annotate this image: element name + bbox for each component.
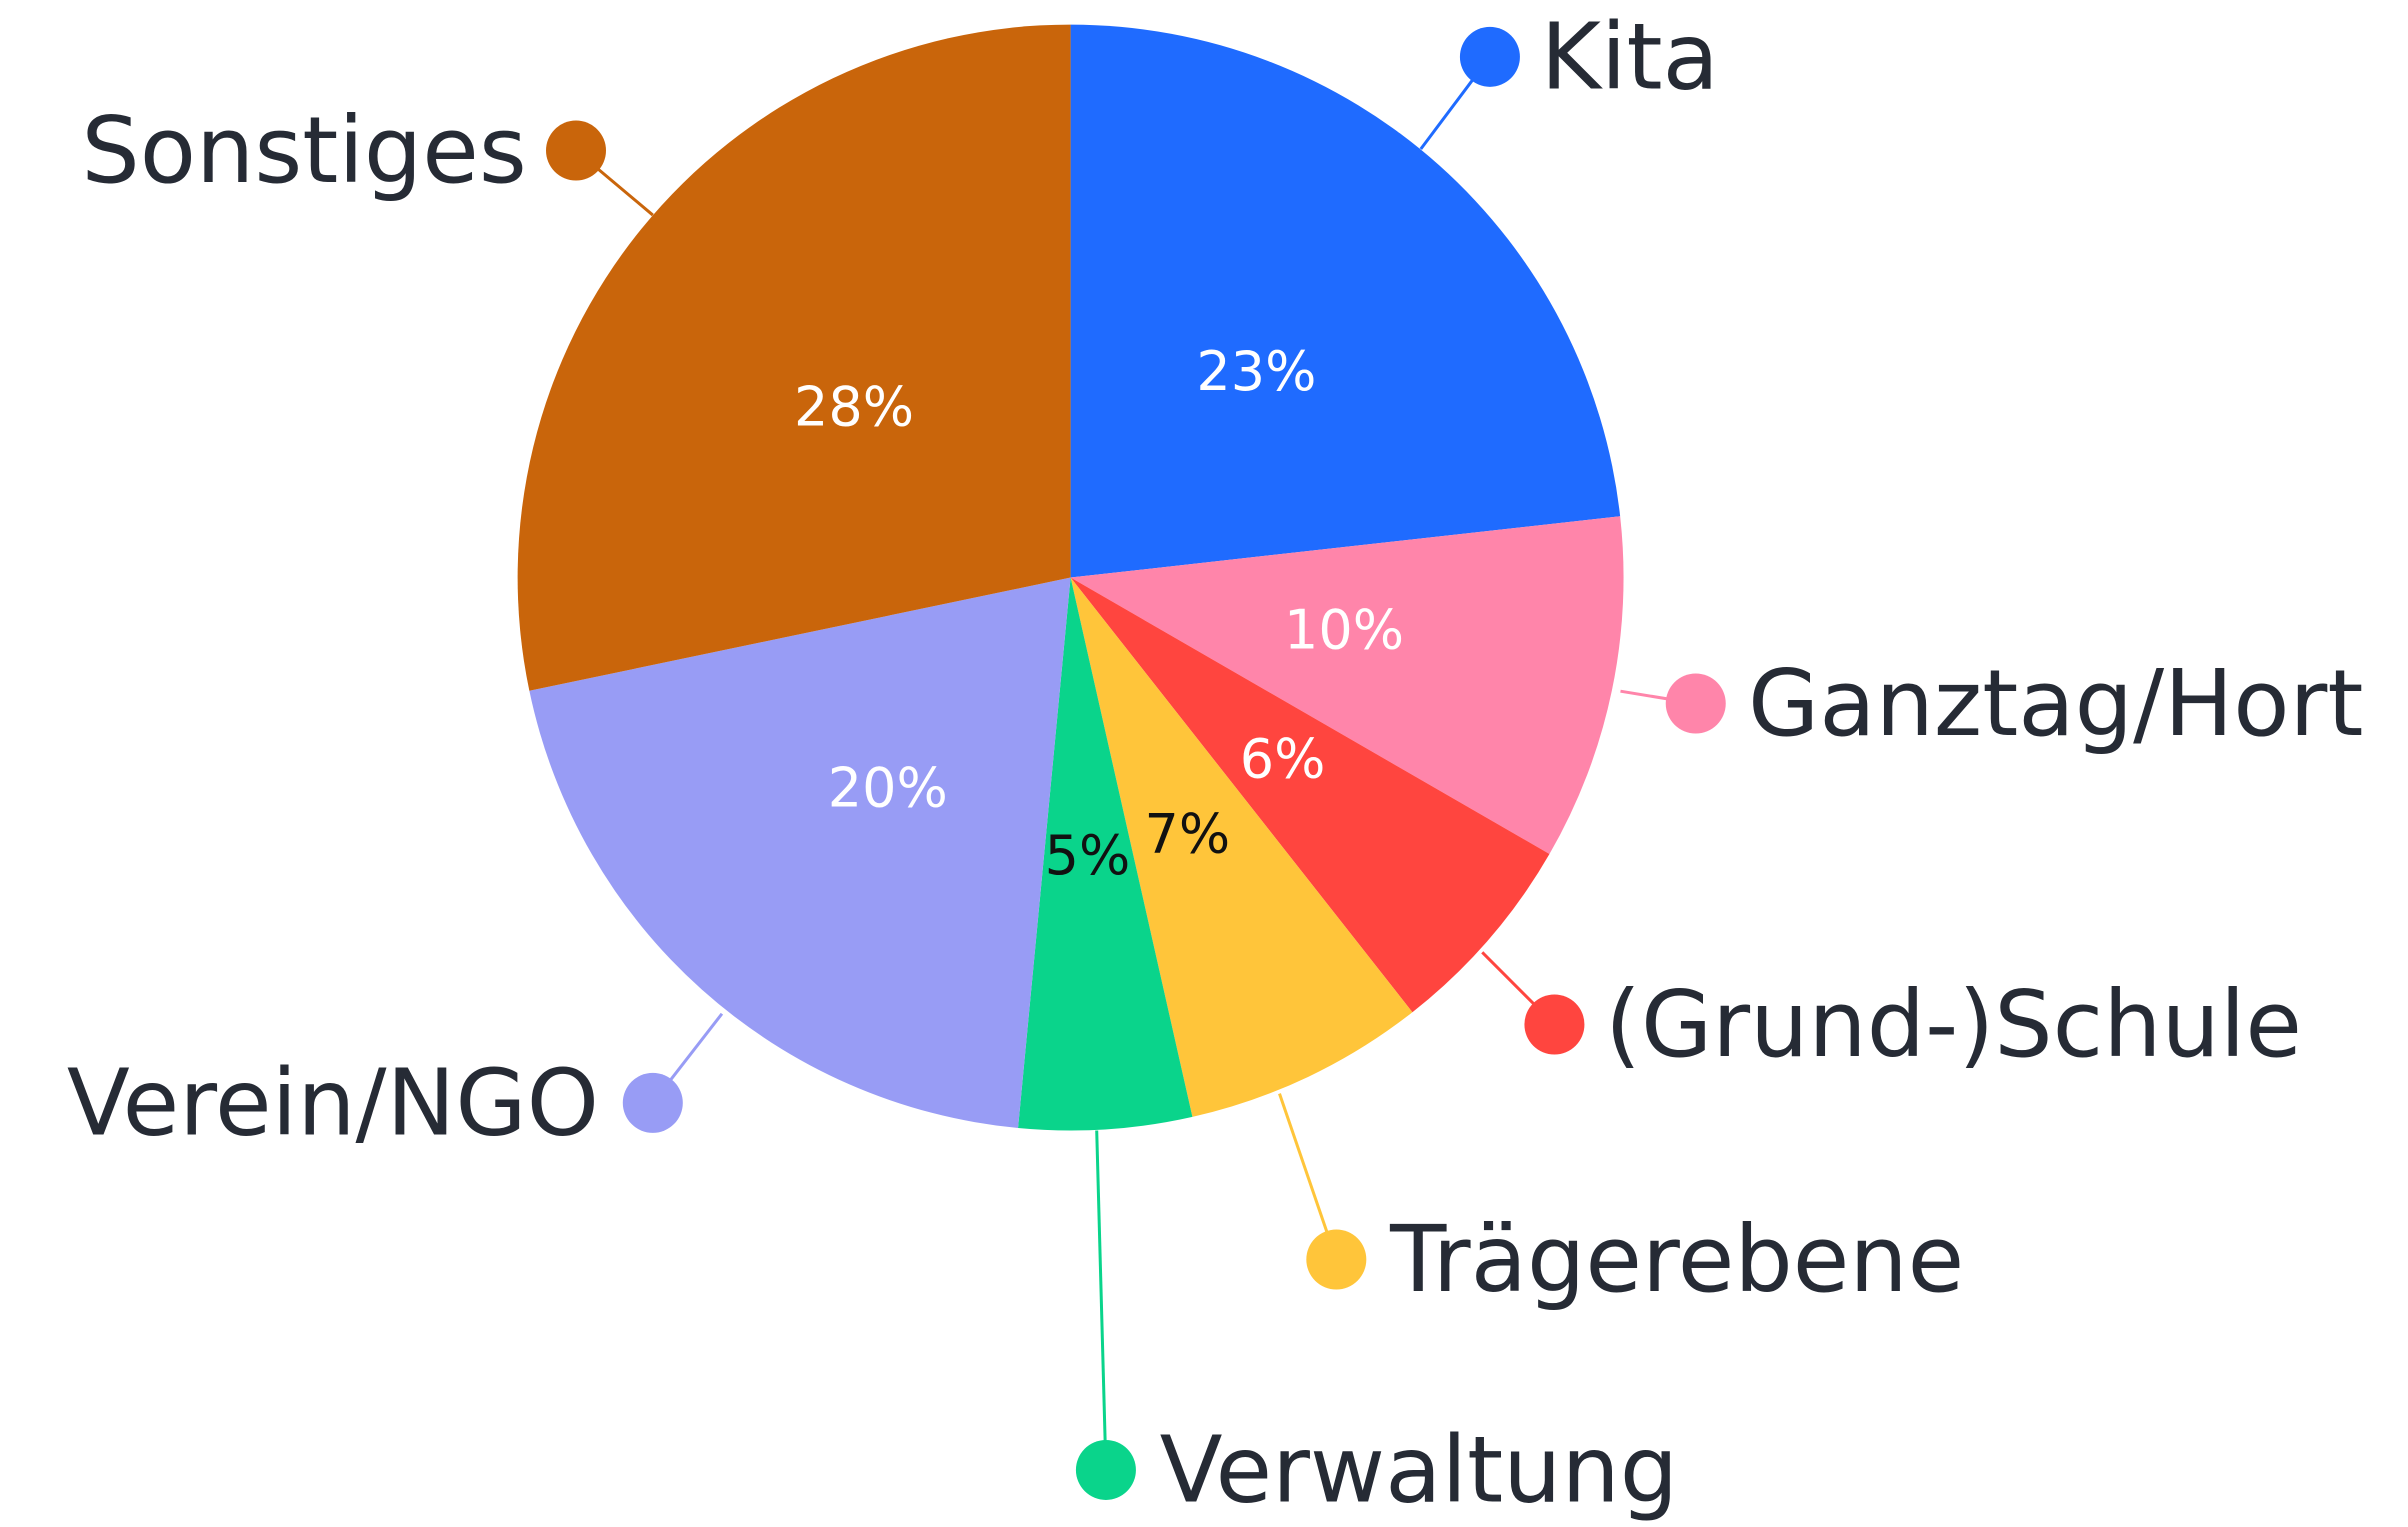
- value-label: 5%: [1045, 824, 1131, 887]
- value-label: 7%: [1144, 803, 1230, 866]
- legend-label: (Grund-)Schule: [1605, 971, 2302, 1078]
- legend-label: Trägerebene: [1389, 1206, 1964, 1313]
- legend-dot: [622, 1072, 683, 1133]
- legend-label: Kita: [1541, 3, 1719, 110]
- leader-line: [1095, 1130, 1108, 1470]
- legend-dot: [1665, 673, 1726, 734]
- legend-dot: [1524, 994, 1585, 1055]
- value-label: 23%: [1196, 340, 1316, 403]
- pie-slice: [1018, 577, 1193, 1131]
- legend-label: Verwaltung: [1160, 1416, 1679, 1523]
- value-label: 28%: [794, 376, 914, 439]
- pie-slice: [529, 577, 1071, 1128]
- legend-dot: [546, 120, 606, 181]
- pie-slice: [1070, 577, 1413, 1117]
- legend-dot: [1306, 1229, 1367, 1290]
- legend-dot: [1459, 26, 1520, 87]
- value-label: 10%: [1284, 598, 1404, 661]
- value-label: 20%: [828, 756, 948, 819]
- legend-label: Verein/NGO: [67, 1049, 599, 1156]
- legend-dot: [1075, 1439, 1136, 1500]
- legend-label: Sonstiges: [81, 97, 527, 204]
- legend-label: Ganztag/Hort: [1748, 650, 2363, 757]
- pie-slice: [1070, 24, 1621, 578]
- value-label: 6%: [1240, 727, 1326, 790]
- pie-slice: [1070, 577, 1550, 1013]
- pie-slice: [517, 24, 1071, 691]
- pie-slice: [1070, 516, 1624, 855]
